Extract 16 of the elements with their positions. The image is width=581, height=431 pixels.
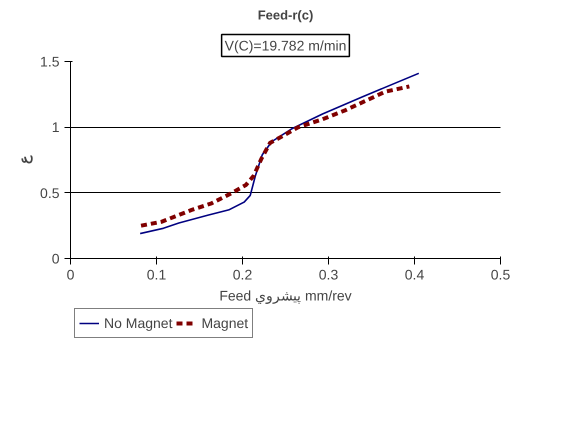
y-tick-label: 1.5 <box>40 54 60 70</box>
x-axis-title: Feed پيشروي mm/rev <box>219 288 352 304</box>
x-tick-label: 0.3 <box>318 266 338 282</box>
legend-label: Magnet <box>201 315 248 331</box>
y-tick-label: 1 <box>52 119 60 136</box>
text: V(C)=19.782 m/min <box>224 38 346 54</box>
legend-label: No Magnet <box>104 315 172 331</box>
x-tick-label: 0.2 <box>232 266 252 282</box>
y-tick-label: 0.5 <box>40 184 60 201</box>
chart-title: Feed-r(c) <box>258 8 314 22</box>
y-axis-title: ع <box>16 155 34 164</box>
x-tick-label: 0 <box>66 266 75 282</box>
x-tick-label: 0.4 <box>404 266 424 282</box>
y-tick-label: 0 <box>52 250 60 266</box>
x-tick-label: 0.5 <box>490 266 510 282</box>
x-tick-label: 0.1 <box>146 266 166 282</box>
